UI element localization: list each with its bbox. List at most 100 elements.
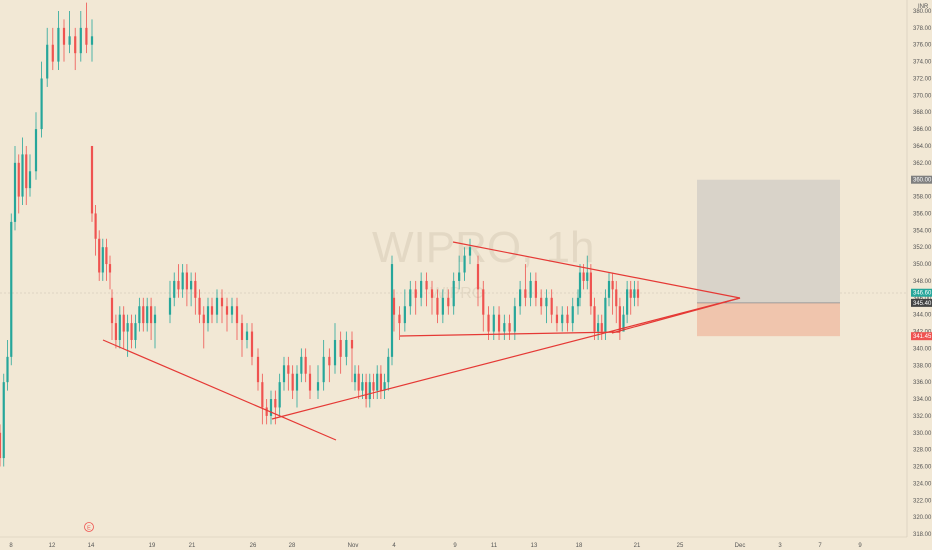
candle[interactable] bbox=[561, 306, 564, 332]
candle[interactable] bbox=[90, 145, 94, 222]
candle[interactable] bbox=[353, 365, 357, 391]
candle[interactable] bbox=[622, 306, 625, 332]
candle[interactable] bbox=[173, 272, 176, 307]
candle[interactable] bbox=[604, 289, 607, 340]
candle[interactable] bbox=[118, 306, 121, 349]
candle[interactable] bbox=[545, 289, 548, 324]
candle[interactable] bbox=[626, 280, 629, 324]
candle[interactable] bbox=[589, 264, 592, 315]
candle[interactable] bbox=[345, 331, 348, 366]
candle[interactable] bbox=[476, 255, 480, 307]
candle[interactable] bbox=[13, 145, 17, 231]
candle[interactable] bbox=[98, 230, 101, 281]
trendline-triangle-upper[interactable] bbox=[452, 241, 741, 299]
candle[interactable] bbox=[57, 11, 60, 71]
candle[interactable] bbox=[519, 280, 522, 315]
candle[interactable] bbox=[215, 289, 219, 324]
candle[interactable] bbox=[463, 247, 466, 281]
candle[interactable] bbox=[105, 238, 108, 281]
candle[interactable] bbox=[365, 373, 368, 408]
candle[interactable] bbox=[108, 255, 112, 290]
candle[interactable] bbox=[368, 373, 371, 408]
candle[interactable] bbox=[28, 154, 32, 197]
candle[interactable] bbox=[392, 289, 396, 332]
stop-zone[interactable] bbox=[697, 302, 840, 337]
candle[interactable] bbox=[198, 289, 201, 324]
trendline-triangle-lower[interactable] bbox=[399, 331, 621, 337]
candle[interactable] bbox=[240, 314, 244, 357]
candle[interactable] bbox=[168, 280, 172, 324]
candle[interactable] bbox=[0, 424, 2, 467]
candle[interactable] bbox=[40, 61, 43, 138]
candle[interactable] bbox=[555, 306, 559, 332]
candle[interactable] bbox=[607, 272, 611, 307]
candle[interactable] bbox=[74, 27, 77, 71]
candle[interactable] bbox=[618, 297, 621, 340]
candle[interactable] bbox=[615, 280, 618, 324]
candle[interactable] bbox=[235, 297, 239, 340]
candle[interactable] bbox=[379, 365, 382, 400]
candle[interactable] bbox=[230, 297, 234, 324]
candle[interactable] bbox=[597, 314, 600, 340]
candle[interactable] bbox=[333, 323, 337, 374]
candle[interactable] bbox=[149, 297, 153, 340]
candle[interactable] bbox=[436, 289, 439, 324]
candle[interactable] bbox=[414, 280, 417, 315]
candle[interactable] bbox=[126, 314, 129, 357]
candle[interactable] bbox=[291, 365, 294, 400]
candle[interactable] bbox=[46, 27, 49, 87]
candle[interactable] bbox=[524, 264, 527, 307]
earnings-marker-circle[interactable] bbox=[84, 522, 94, 532]
candle[interactable] bbox=[339, 331, 342, 374]
candle[interactable] bbox=[190, 272, 193, 307]
candle[interactable] bbox=[265, 399, 268, 425]
candle[interactable] bbox=[328, 348, 331, 383]
candle[interactable] bbox=[138, 297, 141, 332]
candle[interactable] bbox=[629, 280, 632, 315]
candle[interactable] bbox=[181, 264, 184, 298]
candle[interactable] bbox=[90, 19, 94, 62]
candle[interactable] bbox=[185, 264, 188, 307]
candle[interactable] bbox=[403, 289, 406, 332]
trendline-rising-support[interactable] bbox=[271, 297, 741, 420]
candle[interactable] bbox=[51, 27, 54, 71]
candle[interactable] bbox=[256, 348, 260, 391]
candle[interactable] bbox=[110, 289, 114, 340]
candle[interactable] bbox=[398, 306, 401, 340]
candle[interactable] bbox=[566, 306, 569, 332]
candle[interactable] bbox=[153, 306, 157, 349]
candle[interactable] bbox=[142, 297, 145, 332]
candle[interactable] bbox=[114, 314, 118, 349]
candle[interactable] bbox=[582, 264, 585, 290]
candle[interactable] bbox=[62, 19, 66, 62]
candle[interactable] bbox=[304, 348, 307, 383]
candle[interactable] bbox=[85, 2, 88, 54]
candle[interactable] bbox=[420, 272, 423, 307]
candle[interactable] bbox=[206, 297, 210, 332]
candle[interactable] bbox=[372, 373, 375, 400]
candle[interactable] bbox=[250, 323, 254, 366]
candle[interactable] bbox=[295, 365, 299, 408]
candle[interactable] bbox=[300, 348, 303, 383]
candle[interactable] bbox=[387, 348, 390, 391]
candle[interactable] bbox=[513, 297, 516, 340]
candle[interactable] bbox=[194, 272, 197, 315]
candle[interactable] bbox=[390, 255, 394, 366]
candle[interactable] bbox=[316, 365, 320, 400]
candle[interactable] bbox=[278, 373, 281, 416]
candle[interactable] bbox=[576, 289, 580, 315]
candle[interactable] bbox=[177, 264, 180, 298]
candle[interactable] bbox=[308, 365, 312, 400]
candle[interactable] bbox=[350, 331, 354, 383]
candle[interactable] bbox=[376, 365, 379, 400]
candle[interactable] bbox=[611, 272, 614, 315]
candle[interactable] bbox=[586, 255, 589, 290]
candle[interactable] bbox=[287, 356, 290, 391]
candle[interactable] bbox=[17, 154, 20, 214]
candle[interactable] bbox=[503, 314, 506, 340]
candle[interactable] bbox=[2, 373, 5, 467]
candle[interactable] bbox=[447, 289, 450, 315]
candle[interactable] bbox=[600, 314, 603, 340]
candle[interactable] bbox=[122, 306, 125, 349]
candle[interactable] bbox=[79, 11, 82, 62]
